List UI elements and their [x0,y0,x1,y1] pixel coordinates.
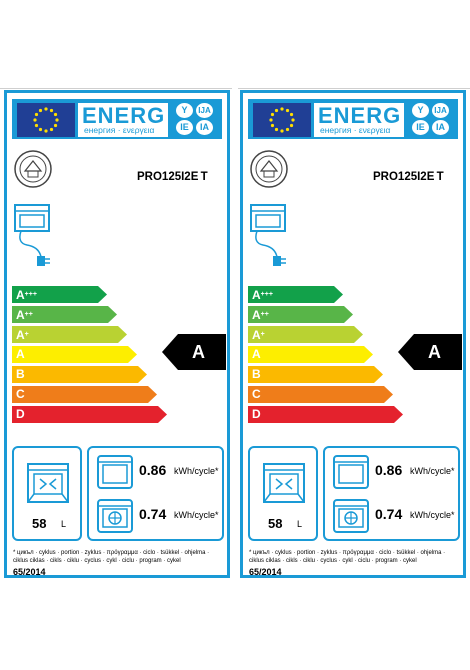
energy-class-bar: B [248,366,383,383]
consumption-fan-unit: kWh/cycle* [410,510,455,520]
energy-class-label: A+++ [16,288,37,302]
consumption-box: 0.86 kWh/cycle* 0.74 kWh/cycle* [323,446,460,541]
volume-box: 58 L [12,446,82,541]
regulation-number: 65/2014 [13,567,46,577]
lang-badge-ija: IJA [196,103,213,118]
energy-class-bar: A++ [12,306,117,323]
energy-class-label: C [252,387,261,401]
energy-class-label: A+ [252,328,265,342]
energy-class-label: D [16,407,25,421]
oven-plug-icon [13,203,53,273]
energy-class-label: B [252,367,261,381]
energy-class-suffix: ++ [260,311,269,318]
oven-volume-icon [26,462,70,506]
cycle-footnote: * цикъл · cyklus · portion · zyklus · πρ… [249,550,446,564]
oven-volume-icon [262,462,306,506]
eu-flag-icon [17,103,75,137]
rating-letter: A [192,342,205,362]
energy-subtitle: енергия · ενεργεια [84,125,155,135]
energy-class-label: A++ [16,308,33,322]
conventional-oven-icon [332,454,370,490]
energy-class-bar: B [12,366,147,383]
energy-class-label: A+ [16,328,29,342]
energy-label-right: ENERG енергия · ενεργεια Y IJA IE IA PRO… [240,90,466,578]
fan-oven-icon [332,498,370,534]
energy-class-bar: A+ [12,326,127,343]
energy-class-label: B [16,367,25,381]
energy-class-suffix: +++ [260,291,273,298]
energy-class-label: C [16,387,25,401]
energy-class-label: A++ [252,308,269,322]
consumption-conventional-unit: kWh/cycle* [410,466,455,476]
volume-unit: L [61,519,67,529]
volume-value: 58 [32,516,47,531]
energy-class-bar: A++ [248,306,353,323]
energy-class-bar: A+ [248,326,363,343]
consumption-conventional-value: 0.86 [139,462,167,478]
consumption-box: 0.86 kWh/cycle* 0.74 kWh/cycle* [87,446,224,541]
model-number: PRO125I2E T [373,171,444,183]
conventional-oven-icon [96,454,134,490]
model-number: PRO125I2E T [137,171,208,183]
energy-label-left: ENERG енергия · ενεργεια Y IJA IE IA PRO… [4,90,230,578]
energy-class-label: A+++ [252,288,273,302]
energy-subtitle: енергия · ενεργεια [320,125,391,135]
volume-value: 58 [268,516,283,531]
consumption-conventional-value: 0.86 [375,462,403,478]
eu-flag-icon [253,103,311,137]
energy-title: ENERG [318,103,402,128]
energy-class-suffix: + [260,331,265,338]
energy-class-label: A [252,347,261,361]
energy-class-suffix: + [24,331,29,338]
consumption-fan-value: 0.74 [139,506,167,522]
energy-class-label: D [252,407,261,421]
volume-unit: L [297,519,303,529]
energy-title-box: ENERG енергия · ενεργεια [78,103,168,137]
volume-box: 58 L [248,446,318,541]
energy-class-label: A [16,347,25,361]
consumption-conventional-unit: kWh/cycle* [174,466,219,476]
energy-class-bar: A [12,346,137,363]
energy-class-suffix: +++ [24,291,37,298]
energy-class-bar: A+++ [248,286,343,303]
consumption-fan-value: 0.74 [375,506,403,522]
lang-badge-ie: IE [412,120,429,135]
rating-arrow [162,334,226,370]
fan-oven-icon [96,498,134,534]
oven-plug-icon [249,203,289,273]
energy-class-bar: A [248,346,373,363]
cycle-footnote: * цикъл · cyklus · portion · zyklus · πρ… [13,550,210,564]
rating-letter: A [428,342,441,362]
energy-class-bar: A+++ [12,286,107,303]
lang-badge-ija: IJA [432,103,449,118]
energy-banner: ENERG енергия · ενεργεια Y IJA IE IA [248,99,458,139]
energy-title-box: ENERG енергия · ενεργεια [314,103,404,137]
regulation-number: 65/2014 [249,567,282,577]
consumption-fan-unit: kWh/cycle* [174,510,219,520]
energy-class-bar: D [248,406,403,423]
rating-arrow [398,334,462,370]
brand-logo [13,149,53,189]
energy-class-bar: C [248,386,393,403]
energy-banner: ENERG енергия · ενεργεια Y IJA IE IA [12,99,222,139]
lang-badge-ia: IA [196,120,213,135]
energy-class-suffix: ++ [24,311,33,318]
energy-class-bar: C [12,386,157,403]
top-divider-right [238,88,470,89]
brand-logo [249,149,289,189]
energy-title: ENERG [82,103,166,128]
lang-badge-y: Y [412,103,429,118]
lang-badge-y: Y [176,103,193,118]
energy-class-bar: D [12,406,167,423]
lang-badge-ia: IA [432,120,449,135]
lang-badge-ie: IE [176,120,193,135]
top-divider-left [0,88,232,89]
